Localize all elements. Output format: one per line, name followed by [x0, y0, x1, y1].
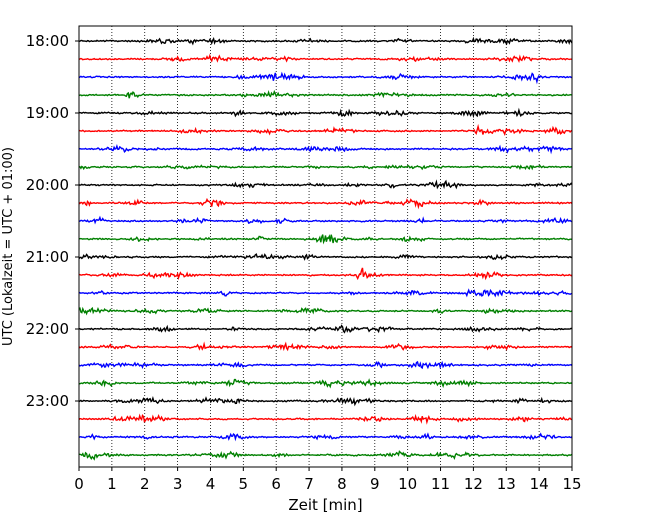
- x-tick-label-12: 12: [464, 475, 483, 493]
- trace-2000: [78, 179, 573, 190]
- trace-1845: [78, 89, 573, 99]
- trace-1815: [78, 53, 573, 64]
- trace-2030: [78, 215, 573, 225]
- x-tick-label-0: 0: [74, 475, 84, 493]
- trace-layer: [78, 36, 573, 461]
- trace-1800: [78, 36, 573, 46]
- trace-2300: [78, 396, 573, 407]
- x-tick-label-7: 7: [304, 475, 314, 493]
- trace-2015: [78, 197, 573, 210]
- x-tick-label-3: 3: [173, 475, 183, 493]
- trace-1915: [78, 123, 573, 137]
- trace-1830: [78, 71, 573, 85]
- y-tick-label-2000: 20:00: [26, 176, 69, 194]
- trace-2215: [78, 341, 573, 352]
- trace-2245: [78, 378, 573, 389]
- y-tick-label-2100: 21:00: [26, 248, 69, 266]
- x-tick-label-1: 1: [107, 475, 117, 493]
- x-axis-label: Zeit [min]: [288, 496, 362, 514]
- y-tick-label-2200: 22:00: [26, 320, 69, 338]
- x-tick-label-6: 6: [271, 475, 281, 493]
- x-tick-label-14: 14: [530, 475, 549, 493]
- x-tick-label-9: 9: [370, 475, 380, 493]
- x-tick-label-15: 15: [562, 475, 581, 493]
- x-tick-label-13: 13: [497, 475, 516, 493]
- x-tick-label-10: 10: [398, 475, 417, 493]
- x-tick-label-5: 5: [239, 475, 249, 493]
- trace-2130: [78, 288, 573, 298]
- y-axis-label: UTC (Lokalzeit = UTC + 01:00): [1, 147, 16, 346]
- x-tick-label-8: 8: [337, 475, 347, 493]
- trace-2230: [78, 360, 573, 370]
- trace-2145: [78, 306, 573, 316]
- trace-2115: [78, 267, 573, 281]
- trace-2200: [78, 324, 573, 334]
- trace-1930: [78, 144, 573, 155]
- trace-1945: [78, 164, 573, 171]
- trace-2045: [78, 234, 573, 245]
- y-tick-label-1800: 18:00: [26, 32, 69, 50]
- plot-frame: [78, 25, 573, 468]
- x-tick-label-4: 4: [206, 475, 216, 493]
- x-tick-label-2: 2: [140, 475, 150, 493]
- trace-2100: [78, 253, 573, 261]
- trace-2330: [78, 432, 573, 442]
- tick-layer: 0 1 2 3 4 5 6 7 8 9 10 11 12 13 14 1518:0019:0020:0021:…: [26, 32, 582, 493]
- trace-1900: [78, 107, 573, 119]
- y-tick-label-1900: 19:00: [26, 104, 69, 122]
- x-tick-label-11: 11: [431, 475, 450, 493]
- trace-2345: [78, 450, 573, 461]
- trace-2315: [78, 413, 573, 425]
- y-tick-label-2300: 23:00: [26, 392, 69, 410]
